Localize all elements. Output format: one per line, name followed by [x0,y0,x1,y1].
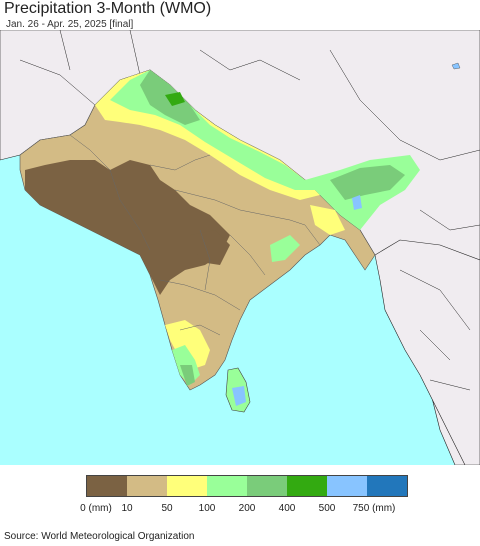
legend-label: 400 [278,503,296,514]
map-canvas [0,30,480,465]
legend-label: 500 [318,503,336,514]
legend-swatch [327,476,367,496]
legend-swatch [87,476,127,496]
legend-label: 750 (mm) [352,503,396,514]
legend-swatch [207,476,247,496]
map-title: Precipitation 3-Month (WMO) [4,0,212,17]
legend-label: 10 [121,503,133,514]
legend-swatch [367,476,407,496]
island [451,62,461,70]
analysed-region [19,69,420,413]
source-credit: Source: World Meteorological Organizatio… [4,531,195,542]
legend: 0 (mm) 10 50 100 200 400 500 750 (mm) [80,475,408,515]
legend-label: 100 [198,503,216,514]
legend-label: 0 (mm) [80,503,112,514]
legend-swatch [247,476,287,496]
legend-colorbar [86,475,408,497]
legend-swatch [127,476,167,496]
country-borders-outside [19,30,480,391]
legend-swatch [167,476,207,496]
legend-label: 200 [238,503,256,514]
precipitation-map [0,30,480,465]
myanmar-coast [374,239,480,465]
legend-label: 50 [161,503,173,514]
legend-swatch [287,476,327,496]
map-subtitle: Jan. 26 - Apr. 25, 2025 [final] [6,19,134,30]
